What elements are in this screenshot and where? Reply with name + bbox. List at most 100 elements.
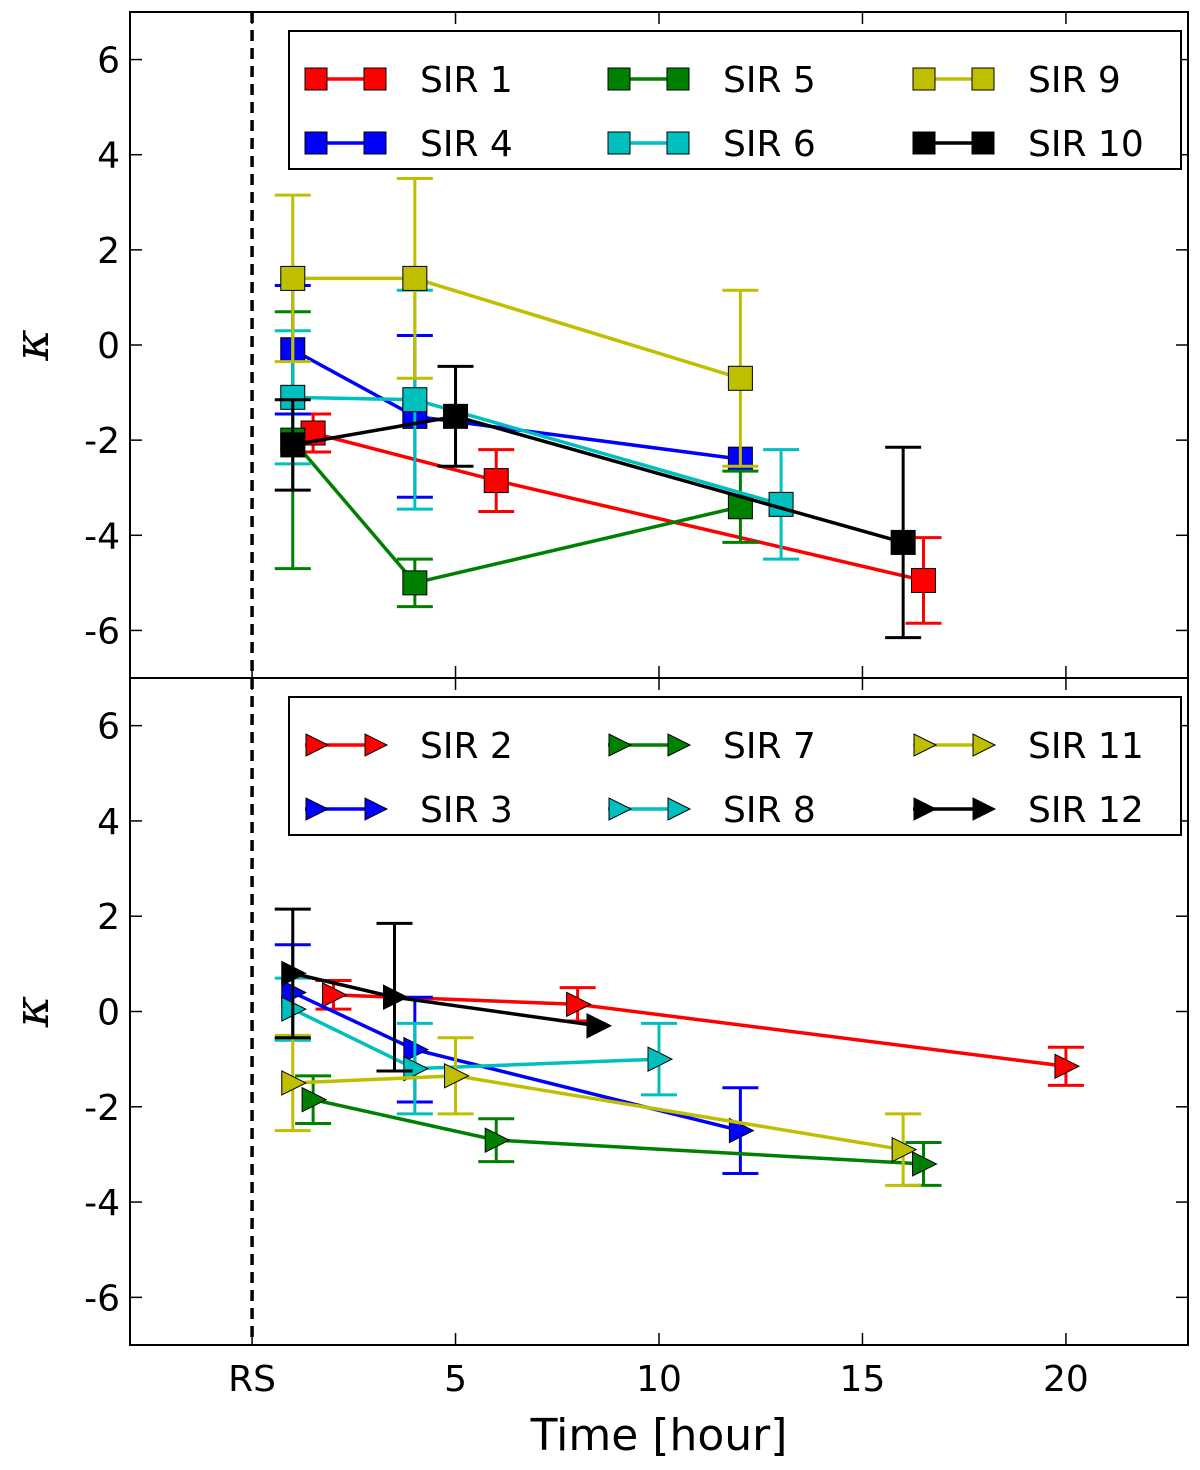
legend-item: SIR 4 (304, 124, 513, 165)
data-point (891, 1136, 918, 1163)
legend-marker (304, 131, 328, 155)
series-sir-10 (274, 364, 922, 640)
legend-marker (971, 67, 995, 91)
legend-marker (607, 131, 631, 155)
legend-marker (913, 797, 938, 821)
data-point (321, 982, 348, 1008)
y-tick-label: 4 (97, 802, 120, 843)
plot-frame (129, 677, 1189, 1346)
data-point (444, 1063, 470, 1089)
series-line (291, 439, 741, 585)
y-tick-label: -6 (84, 1278, 120, 1319)
series-line (291, 348, 741, 461)
y-tick-label: 6 (97, 41, 120, 82)
data-point (280, 432, 306, 458)
legend-marker (363, 67, 387, 91)
legend-item: SIR 10 (912, 124, 1144, 165)
series-sir-6 (274, 288, 800, 561)
legend-label: SIR 4 (420, 124, 513, 165)
legend-marker (305, 797, 330, 821)
data-point (586, 1012, 613, 1039)
legend-item: SIR 6 (607, 124, 816, 165)
legend-item: SIR 9 (912, 60, 1121, 101)
series-line (292, 414, 904, 545)
legend: SIR 2 SIR 3 SIR 7 SIR 8 SIR 11 SIR 12 (288, 696, 1182, 836)
data-point (727, 365, 753, 391)
legend-marker (364, 797, 389, 821)
legend-item: SIR 3 (305, 790, 513, 831)
x-tick-label: 10 (636, 1359, 682, 1400)
x-tick-label: RS (228, 1359, 276, 1400)
legend-label: SIR 2 (420, 726, 513, 767)
data-point (443, 403, 469, 429)
data-point (890, 529, 916, 555)
x-tick-label: 5 (444, 1359, 467, 1400)
x-axis-label: Time [hour] (530, 1410, 788, 1461)
legend-item: SIR 8 (608, 790, 816, 831)
legend-marker (666, 131, 690, 155)
legend-item: SIR 1 (304, 60, 513, 101)
data-point (912, 1151, 938, 1177)
y-tick-label: -2 (84, 421, 120, 462)
data-point (402, 387, 428, 413)
legend-marker (971, 131, 995, 155)
legend: SIR 1 SIR 4 SIR 5 SIR 6 SIR 9 SIR 10 (288, 30, 1182, 170)
legend-label: SIR 7 (723, 726, 816, 767)
legend-marker (667, 733, 692, 757)
series-sir-7 (295, 1074, 942, 1187)
data-point (281, 960, 307, 987)
legend-marker (667, 797, 692, 821)
y-tick-label: 0 (97, 326, 120, 367)
legend-label: SIR 5 (723, 60, 816, 101)
legend-label: SIR 3 (420, 790, 513, 831)
legend-frame (288, 30, 1182, 170)
series-line (292, 276, 741, 380)
y-axis-label: κ (4, 329, 60, 361)
data-point (484, 1127, 511, 1153)
y-tick-label: 2 (97, 231, 120, 272)
legend-marker (363, 131, 387, 155)
legend-marker (912, 67, 936, 91)
legend-label: SIR 12 (1028, 790, 1144, 831)
y-axis-label: κ (4, 996, 60, 1028)
legend-item: SIR 7 (608, 726, 816, 767)
legend-label: SIR 10 (1028, 124, 1144, 165)
data-point (483, 468, 509, 494)
y-tick-label: 4 (97, 136, 120, 177)
legend-marker (913, 733, 938, 757)
y-tick-label: -4 (84, 1183, 120, 1224)
legend-label: SIR 6 (723, 124, 816, 165)
legend-label: SIR 1 (420, 60, 513, 101)
series-sir-11 (274, 1033, 922, 1187)
data-point (280, 265, 306, 291)
legend-marker (972, 733, 997, 757)
legend-marker (608, 733, 633, 757)
data-point (281, 1070, 307, 1096)
legend-item: SIR 2 (305, 726, 513, 767)
data-point (301, 1086, 328, 1113)
legend-label: SIR 11 (1028, 726, 1144, 767)
y-tick-label: 0 (97, 993, 120, 1034)
series-sir-1 (295, 412, 942, 625)
legend-marker (607, 67, 631, 91)
legend-label: SIR 9 (1028, 60, 1121, 101)
legend-marker (666, 67, 690, 91)
legend-marker (608, 797, 633, 821)
y-tick-label: -4 (84, 516, 120, 557)
x-tick-label: 20 (1043, 1359, 1089, 1400)
legend-item: SIR 5 (607, 60, 816, 101)
y-tick-label: 6 (97, 707, 120, 748)
y-tick-label: -6 (84, 611, 120, 652)
legend-marker (364, 733, 389, 757)
x-tick-label: 15 (840, 1359, 886, 1400)
data-point (647, 1046, 674, 1072)
data-point (911, 567, 936, 593)
data-point (402, 570, 428, 596)
bottom-panel: -6 -4 -2 0 2 4 6 RS 5 10 15 20 κ SIR 2 SIR 3 SIR 7 SIR 8… (4, 677, 1189, 1400)
data-point (383, 984, 409, 1011)
data-point (1054, 1053, 1081, 1080)
data-point (402, 265, 428, 291)
legend-label: SIR 8 (723, 790, 816, 831)
legend-marker (912, 131, 936, 155)
